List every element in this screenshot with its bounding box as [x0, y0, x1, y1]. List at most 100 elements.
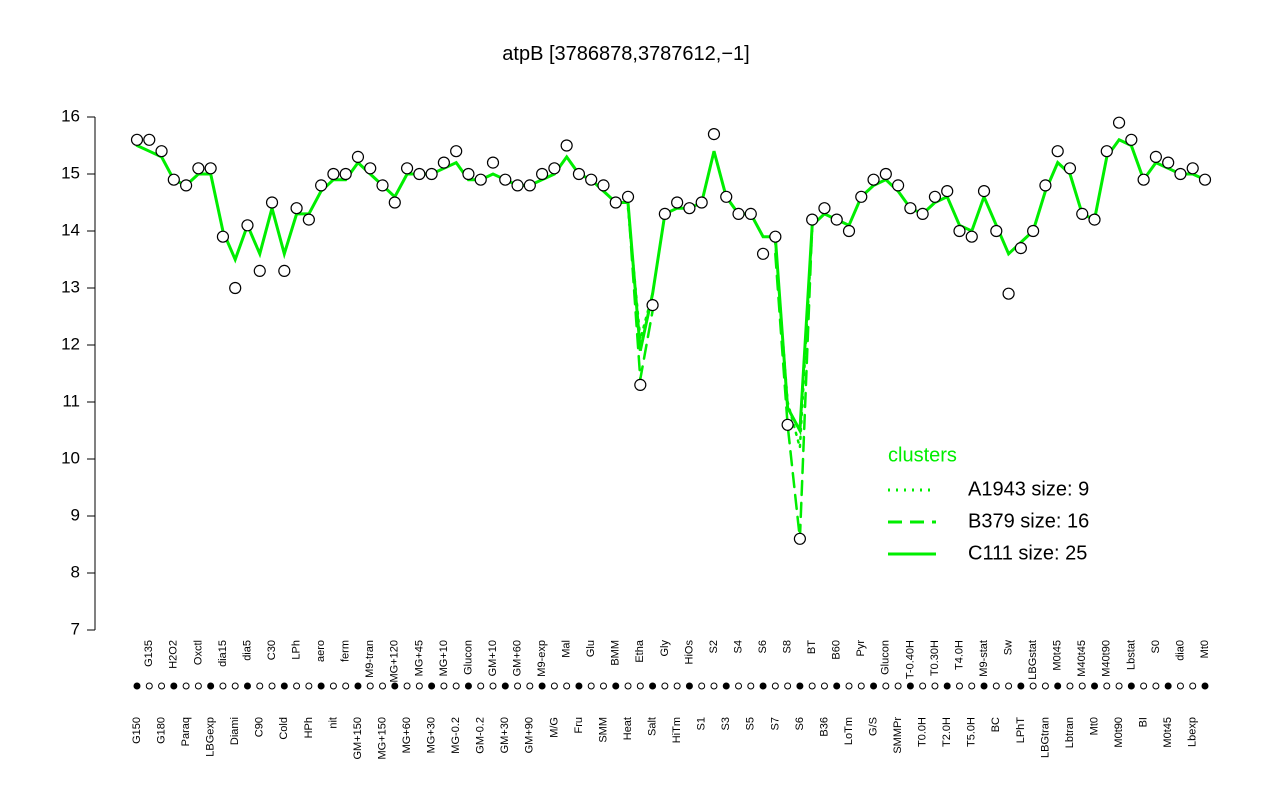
data-point — [683, 202, 696, 215]
x-tick-label: HiOs — [683, 640, 695, 665]
data-point — [621, 190, 635, 203]
category-marker — [710, 682, 718, 690]
x-tick-label: M40t45 — [1076, 640, 1088, 677]
x-tick-label: Lbstat — [1125, 640, 1137, 670]
data-point — [818, 202, 831, 215]
data-point — [143, 133, 156, 146]
x-tick-label: MG+45 — [413, 640, 425, 676]
x-tick-label: T4.0H — [953, 640, 965, 670]
category-marker — [182, 682, 190, 690]
category-marker — [833, 682, 841, 690]
x-tick-label: GM-0.2 — [475, 717, 487, 754]
x-tick-label: M9-stat — [978, 640, 990, 677]
data-point — [1112, 116, 1126, 129]
data-point — [180, 179, 193, 192]
category-marker — [599, 682, 607, 690]
data-point — [855, 190, 868, 203]
category-marker — [612, 682, 620, 690]
category-marker — [661, 682, 669, 690]
x-tick-label: LoTm — [843, 717, 855, 745]
data-point — [1174, 167, 1187, 181]
category-marker — [587, 682, 595, 690]
y-tick-label: 8 — [71, 562, 80, 581]
category-marker — [870, 682, 878, 690]
category-marker — [464, 682, 472, 690]
data-point — [425, 167, 438, 181]
category-marker — [477, 682, 485, 690]
data-point — [671, 196, 684, 209]
data-point — [130, 133, 144, 146]
data-point — [707, 128, 721, 141]
y-tick-label: 11 — [62, 391, 80, 410]
data-point — [204, 162, 217, 175]
data-point — [634, 378, 647, 391]
chart-title: atpB [3786878,3787612,−1] — [502, 43, 749, 65]
y-tick-label: 14 — [61, 220, 80, 239]
category-marker — [1066, 682, 1074, 690]
data-point — [462, 167, 475, 181]
x-tick-label: Heat — [622, 717, 634, 740]
category-marker — [354, 682, 362, 690]
x-tick-label: nit — [327, 717, 339, 729]
category-marker — [219, 682, 227, 690]
category-marker — [992, 682, 1000, 690]
category-marker — [366, 682, 374, 690]
y-tick-label: 12 — [61, 334, 80, 353]
x-tick-label: Glucon — [462, 640, 474, 675]
category-marker — [808, 682, 816, 690]
category-marker — [1078, 682, 1086, 690]
x-tick-label: M9-exp — [536, 640, 548, 677]
data-point — [437, 156, 450, 169]
category-marker — [268, 682, 276, 690]
x-tick-label: HPh — [303, 717, 315, 738]
category-marker — [329, 682, 337, 690]
x-tick-label: MG-0.2 — [450, 717, 462, 754]
data-point — [1186, 162, 1199, 175]
data-point — [756, 247, 770, 260]
x-tick-label: S4 — [732, 640, 744, 653]
category-marker — [256, 682, 264, 690]
y-tick-label: 16 — [61, 106, 80, 125]
category-marker — [784, 682, 792, 690]
category-marker — [1115, 682, 1123, 690]
category-marker — [845, 682, 853, 690]
x-tick-label: G150 — [131, 717, 143, 744]
category-marker — [771, 682, 779, 690]
data-point — [953, 224, 966, 238]
x-tick-label: M/G — [548, 717, 560, 738]
x-tick-label: MG+30 — [426, 717, 438, 753]
x-tick-label: GM+150 — [352, 717, 364, 760]
category-marker — [342, 682, 350, 690]
x-tick-label: dia0 — [1174, 640, 1186, 661]
category-marker — [207, 682, 215, 690]
data-point — [867, 173, 880, 186]
data-point — [1014, 242, 1027, 255]
x-tick-label: S1 — [696, 717, 708, 730]
category-marker — [894, 682, 902, 690]
category-marker — [636, 682, 644, 690]
data-point — [1063, 162, 1077, 175]
x-tick-label: LBGtran — [1039, 717, 1051, 758]
x-tick-label: Pyr — [855, 640, 867, 657]
category-marker — [820, 682, 828, 690]
x-tick-label: T2.0H — [941, 717, 953, 747]
x-tick-label: MG+60 — [401, 717, 413, 753]
data-point — [720, 190, 733, 203]
x-tick-label: MG+10 — [438, 640, 450, 676]
x-tick-label: Gly — [659, 640, 671, 657]
category-marker — [624, 682, 632, 690]
data-point — [1076, 207, 1089, 220]
data-point — [339, 167, 352, 181]
category-marker — [231, 682, 239, 690]
y-tick-label: 10 — [61, 448, 80, 467]
category-marker — [1029, 682, 1037, 690]
category-marker — [698, 682, 706, 690]
x-tick-label: LPh — [290, 640, 302, 660]
x-tick-label: BT — [806, 640, 818, 654]
x-tick-label: BC — [990, 717, 1002, 732]
x-tick-label: SMMPr — [892, 717, 904, 754]
data-point — [400, 162, 414, 175]
data-point — [1051, 145, 1064, 158]
x-tick-label: M40t90 — [1101, 640, 1113, 677]
